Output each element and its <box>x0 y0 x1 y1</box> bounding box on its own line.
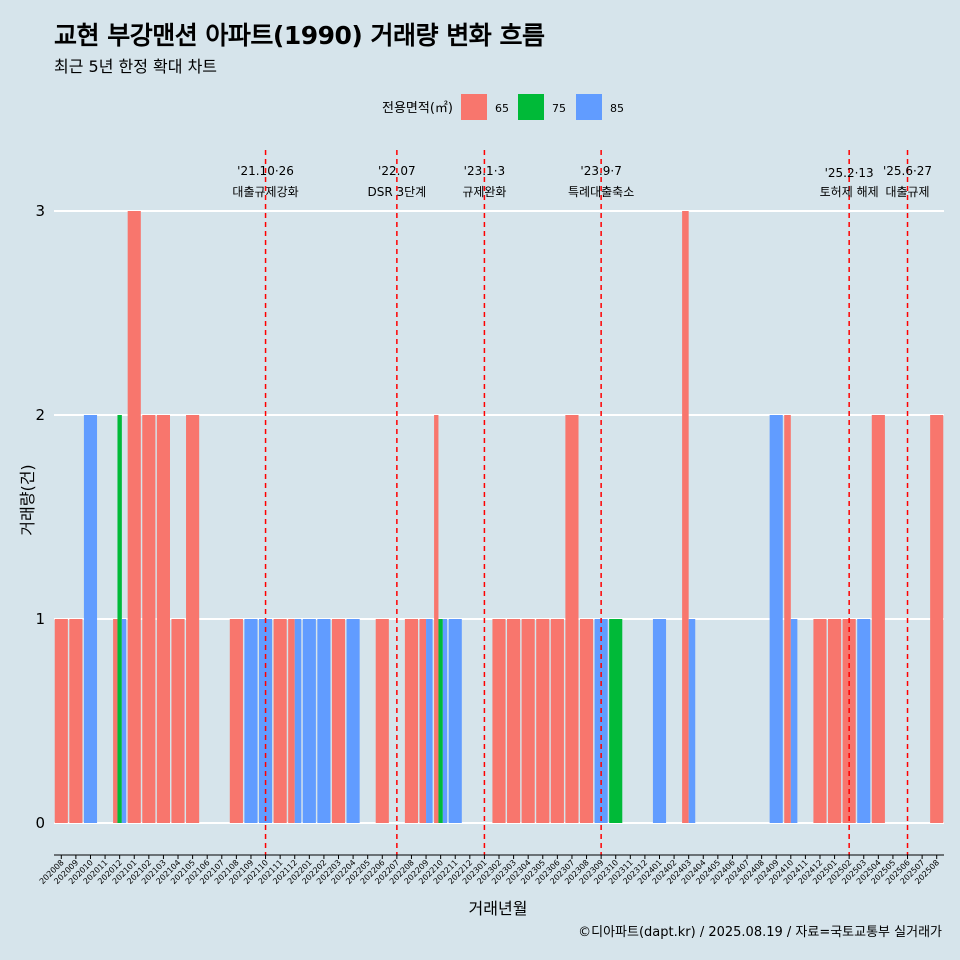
legend-key-75 <box>518 94 544 120</box>
bar-65-202111 <box>273 619 287 823</box>
bar-85-202012 <box>121 619 127 823</box>
chart-title: 교현 부강맨션 아파트(1990) 거래량 변화 흐름 <box>54 21 545 50</box>
bar-65-202504 <box>871 415 885 823</box>
bar-65-202210 <box>434 415 439 823</box>
legend-key-65 <box>461 94 487 120</box>
bar-85-202010 <box>83 415 98 823</box>
bar-85-202409 <box>769 415 783 823</box>
bar-65-202206 <box>375 619 389 823</box>
bar-85-202410 <box>790 619 798 823</box>
event-date-label: '23.9·7 <box>580 164 621 178</box>
legend-label: 75 <box>552 102 566 115</box>
bar-85-202503 <box>857 619 871 823</box>
bar-65-202305 <box>536 619 550 823</box>
event-label: 토허제 해제 <box>820 185 879 199</box>
bar-65-202306 <box>550 619 564 823</box>
y-tick-label: 3 <box>35 202 45 220</box>
x-axis-title: 거래년월 <box>469 899 528 918</box>
event-date-label: '22.07 <box>378 164 416 178</box>
bar-65-202102 <box>142 415 156 823</box>
bar-65-202302 <box>492 619 506 823</box>
bar-65-202103 <box>156 415 170 823</box>
y-axis-title: 거래량(건) <box>18 464 37 535</box>
bar-65-202209 <box>419 619 427 823</box>
legend-title: 전용면적(㎡) <box>382 101 453 116</box>
bar-layer <box>54 211 944 823</box>
event-label: DSR 3단계 <box>368 185 427 199</box>
bar-65-202009 <box>69 619 83 823</box>
event-date-label: '23.1·3 <box>464 164 505 178</box>
bar-85-202109 <box>244 619 258 823</box>
bar-65-202410 <box>784 415 791 823</box>
y-tick-label: 0 <box>35 814 45 832</box>
bar-85-202403 <box>688 619 696 823</box>
chart-subtitle: 최근 5년 한정 확대 차트 <box>54 57 218 76</box>
event-label: 대출규제 <box>885 185 929 199</box>
legend-label: 85 <box>610 102 624 115</box>
bar-75-202012 <box>117 415 122 823</box>
bar-75-202310 <box>609 619 623 823</box>
bar-85-202112 <box>294 619 302 823</box>
y-tick-label: 2 <box>35 406 45 424</box>
bar-75-202210 <box>438 619 443 823</box>
axis-layer: 0123202008202009202010202011202012202101… <box>35 202 944 886</box>
bar-65-202403 <box>682 211 689 823</box>
event-label: 대출규제강화 <box>232 185 298 199</box>
event-label: 특례대출축소 <box>568 185 634 199</box>
bar-65-202105 <box>186 415 200 823</box>
legend-label: 65 <box>495 102 509 115</box>
bar-85-202210 <box>442 619 448 823</box>
bar-65-202501 <box>828 619 842 823</box>
bar-85-202209 <box>426 619 433 823</box>
bar-65-202012 <box>113 619 118 823</box>
bar-85-202202 <box>317 619 331 823</box>
bar-65-202308 <box>579 619 594 823</box>
event-date-label: '25.2·13 <box>825 166 874 180</box>
bar-65-202303 <box>507 619 521 823</box>
event-label: 규제완화 <box>462 185 506 199</box>
bar-65-202112 <box>288 619 295 823</box>
legend-key-85 <box>576 94 602 120</box>
bar-65-202203 <box>331 619 346 823</box>
bar-65-202208 <box>404 619 419 823</box>
bar-65-202101 <box>127 211 141 823</box>
event-date-label: '21.10·26 <box>237 164 294 178</box>
caption: ©디아파트(dapt.kr) / 2025.08.19 / 자료=국토교통부 실… <box>578 925 942 940</box>
event-layer: '21.10·26 대출규제강화 '22.07 DSR 3단계 '23.1·3 규제완화 '… <box>232 150 932 855</box>
bar-65-202508 <box>930 415 944 823</box>
bar-65-202104 <box>171 619 185 823</box>
bar-85-202201 <box>302 619 316 823</box>
y-tick-label: 1 <box>35 610 45 628</box>
bar-85-202401 <box>652 619 667 823</box>
bar-65-202304 <box>521 619 535 823</box>
bar-65-202412 <box>813 619 827 823</box>
bar-85-202211 <box>448 619 462 823</box>
bar-65-202108 <box>229 619 243 823</box>
bar-65-202008 <box>54 619 68 823</box>
bar-85-202204 <box>346 619 360 823</box>
bar-65-202307 <box>565 415 579 823</box>
legend-layer: 전용면적(㎡) 65 75 85 <box>382 94 624 120</box>
event-date-label: '25.6·27 <box>883 164 932 178</box>
